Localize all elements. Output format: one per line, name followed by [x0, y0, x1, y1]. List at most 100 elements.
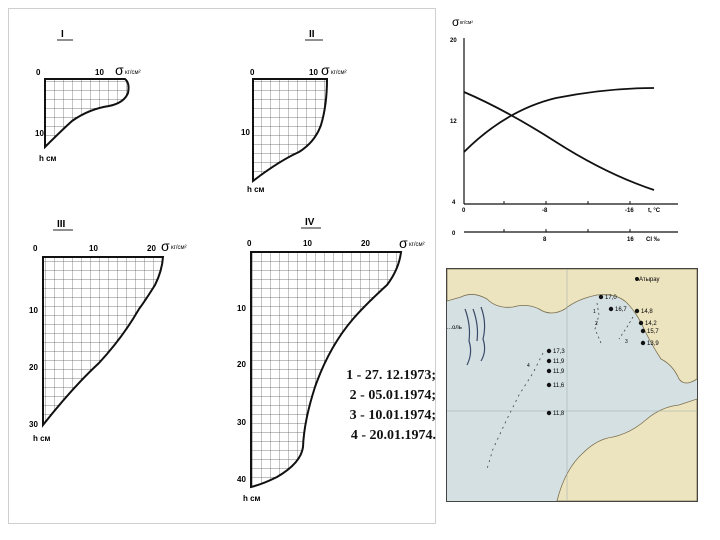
chart-cl-label: Cl ‰: [646, 237, 660, 243]
chart-t-label: t, °C: [648, 208, 661, 214]
profile-IV-unit: кг/см²: [409, 242, 425, 248]
map-panel: Атырау ...оль 17,0 16,7 14,8 14,2 15,7 1…: [446, 268, 698, 502]
profile-III-roman: III: [57, 219, 66, 230]
chart-y-tick: 12: [450, 119, 457, 125]
profile-I-y-tick: 10: [35, 129, 44, 138]
strength-chart-svg: σ кг/см² 20 12 4 0 0 -8 -16 t, °C 8 16 C…: [450, 15, 678, 243]
profile-IV-x-tick: 10: [303, 239, 312, 248]
profile-III-x-tick: 0: [33, 244, 38, 253]
map-left-label: ...оль: [447, 325, 462, 331]
chart-curve-temperature: [463, 91, 655, 191]
profile-IV-depth-label: h см: [243, 494, 261, 503]
map-station-value: 14,2: [645, 321, 657, 327]
profile-I: I 0 10 σ кг/см² 10 h см: [35, 29, 141, 163]
map-station-value: 17,3: [553, 349, 565, 355]
map-route: [618, 316, 634, 340]
strength-chart-panel: σ кг/см² 20 12 4 0 0 -8 -16 t, °C 8 16 C…: [446, 6, 696, 258]
profile-II-outline: [252, 78, 329, 184]
profile-IV: IV 0 10 20 σ кг/см² 10 20 30 40 h см: [237, 217, 425, 503]
profile-III-outline: [42, 256, 165, 428]
map-route: [486, 352, 544, 470]
profile-III-y-tick: 20: [29, 363, 38, 372]
profile-III-y-tick: 10: [29, 306, 38, 315]
profile-II: II 0 10 σ кг/см² 10 h см: [241, 29, 347, 194]
ice-profiles-panel: I 0 10 σ кг/см² 10 h см II 0 10 σ кг/см²…: [8, 8, 436, 524]
profile-I-x-tick: 10: [95, 68, 104, 77]
map-city-label: Атырау: [639, 277, 660, 283]
map-station-value: 17,0: [605, 295, 617, 301]
profile-I-roman: I: [61, 29, 64, 40]
map-station: [546, 410, 552, 416]
chart-t-tick: -8: [542, 208, 548, 214]
profile-II-x-tick: 10: [309, 68, 318, 77]
profile-IV-sigma: σ: [399, 235, 408, 251]
map-station: [638, 320, 644, 326]
map-station-value: 11,8: [553, 411, 565, 417]
profile-II-sigma: σ: [321, 62, 330, 78]
legend-item-4: 4 - 20.01.1974.: [350, 428, 436, 443]
map-station: [546, 382, 552, 388]
profile-I-depth-label: h см: [39, 154, 57, 163]
profile-I-x-tick: 0: [36, 68, 41, 77]
profile-IV-y-tick: 40: [237, 475, 246, 484]
map-route: [594, 302, 602, 344]
map-route-number: 4: [527, 363, 530, 369]
map-land-south: [556, 398, 697, 501]
profile-IV-y-tick: 30: [237, 418, 246, 427]
chart-y-tick: 4: [452, 200, 456, 206]
profile-IV-y-tick: 10: [237, 304, 246, 313]
map-station: [640, 328, 646, 334]
legend-item-1: 1 - 27. 12.1973;: [346, 368, 436, 383]
chart-sigma: σ: [452, 15, 460, 29]
map-station-value: 11,9: [553, 369, 565, 375]
profile-III-y-tick: 30: [29, 420, 38, 429]
map-route-number: 2: [595, 321, 598, 327]
chart-y-tick: 20: [450, 38, 457, 44]
map-station-value: 11,6: [553, 383, 565, 389]
map-station-value: 16,7: [615, 307, 627, 313]
legend-item-2: 2 - 05.01.1974;: [349, 388, 436, 403]
profile-II-roman: II: [309, 29, 315, 40]
profile-III-depth-label: h см: [33, 434, 51, 443]
profile-III-unit: кг/см²: [171, 245, 187, 251]
profile-I-sigma: σ: [115, 62, 124, 78]
profile-I-unit: кг/см²: [125, 70, 141, 76]
profile-III-sigma: σ: [161, 238, 170, 254]
map-route-number: 1: [593, 309, 596, 315]
chart-t-tick: -16: [625, 208, 634, 214]
map-station-value: 14,8: [641, 309, 653, 315]
profile-IV-x-tick: 0: [247, 239, 252, 248]
map-river-delta: [464, 306, 486, 366]
map-station: [634, 308, 640, 314]
map-station: [640, 340, 646, 346]
chart-y-unit: кг/см²: [460, 20, 473, 26]
profile-I-outline: [44, 78, 130, 150]
legend-dates: 1 - 27. 12.1973; 2 - 05.01.1974; 3 - 10.…: [318, 366, 436, 446]
map-svg: Атырау ...оль 17,0 16,7 14,8 14,2 15,7 1…: [447, 269, 697, 501]
chart-cl-tick: 16: [627, 237, 634, 243]
profile-IV-y-tick: 20: [237, 360, 246, 369]
map-land-north: [447, 269, 697, 384]
profile-IV-roman: IV: [305, 217, 315, 228]
map-station-value: 11,9: [553, 359, 565, 365]
profile-III-x-tick: 20: [147, 244, 156, 253]
profile-II-x-tick: 0: [250, 68, 255, 77]
profile-IV-outline: [250, 251, 403, 489]
chart-t-tick: 0: [462, 208, 466, 214]
chart-y-tick: 0: [452, 231, 456, 237]
profile-IV-x-tick: 20: [361, 239, 370, 248]
profile-II-depth-label: h см: [247, 185, 265, 194]
profile-III: III 0 10 20 σ кг/см² 10 20 30 h см: [29, 219, 187, 443]
profile-II-y-tick: 10: [241, 128, 250, 137]
map-city-marker: [635, 277, 639, 281]
map-station-value: 15,7: [647, 329, 659, 335]
map-station: [546, 368, 552, 374]
map-route-number: 3: [625, 339, 628, 345]
profile-III-x-tick: 10: [89, 244, 98, 253]
map-station: [546, 358, 552, 364]
map-station: [608, 306, 614, 312]
map-station: [546, 348, 552, 354]
chart-curve-salinity: [463, 87, 655, 153]
ice-profiles-svg: I 0 10 σ кг/см² 10 h см II 0 10 σ кг/см²…: [29, 29, 425, 503]
chart-cl-tick: 8: [543, 237, 547, 243]
